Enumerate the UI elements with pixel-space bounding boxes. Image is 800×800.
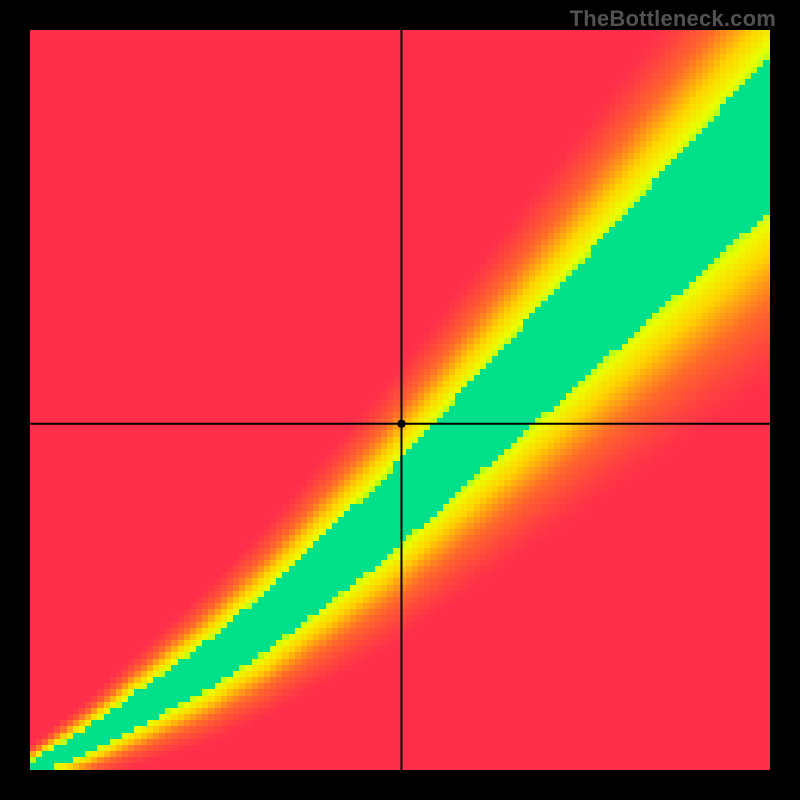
chart-container: { "watermark": { "text": "TheBottleneck.… <box>0 0 800 800</box>
heatmap-canvas <box>30 30 770 770</box>
watermark-text: TheBottleneck.com <box>570 6 776 32</box>
plot-area <box>30 30 770 770</box>
